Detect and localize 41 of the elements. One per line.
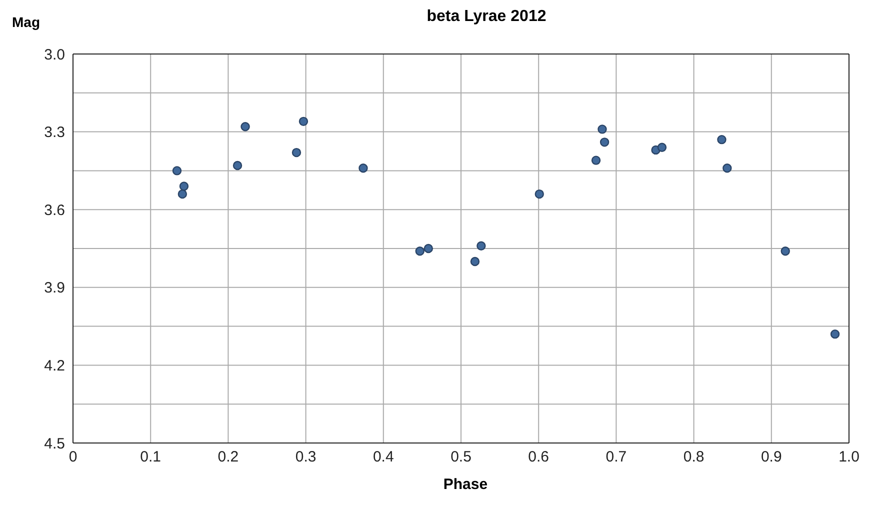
- y-axis-title: Mag: [12, 14, 40, 30]
- point: [591, 156, 601, 165]
- x-tick-label: 0.7: [606, 448, 627, 466]
- x-tick-label: 0.8: [683, 448, 704, 466]
- point: [172, 166, 182, 176]
- point: [415, 246, 424, 256]
- point: [424, 244, 434, 254]
- point: [470, 256, 480, 266]
- point: [600, 138, 610, 147]
- point: [358, 164, 368, 173]
- y-tick-label: 3.9: [44, 280, 65, 297]
- y-tick-label: 4.2: [44, 358, 65, 375]
- y-tick-label: 4.5: [44, 435, 65, 452]
- point: [179, 182, 189, 191]
- chart-title: beta Lyrae 2012: [426, 8, 546, 25]
- x-tick-label: 0.4: [372, 448, 394, 466]
- y-tick-label: 3.6: [44, 202, 65, 219]
- point: [240, 122, 250, 132]
- point: [722, 164, 732, 173]
- x-tick-label: 0.3: [295, 448, 316, 466]
- point: [598, 124, 607, 134]
- x-tick-label: 0.1: [140, 448, 162, 466]
- x-tick-label: 1.0: [838, 448, 860, 466]
- point: [178, 189, 188, 199]
- point: [476, 241, 486, 251]
- x-tick-label: 0.9: [760, 448, 782, 466]
- y-tick-label: 3.0: [44, 46, 65, 64]
- point: [534, 189, 544, 199]
- point: [232, 160, 242, 170]
- point: [657, 142, 667, 152]
- y-tick-label: 3.3: [44, 124, 65, 142]
- point: [830, 329, 840, 339]
- x-tick-label: 0.6: [528, 448, 550, 466]
- point: [292, 148, 302, 158]
- point: [298, 116, 308, 126]
- x-axis-title: Phase: [442, 476, 489, 493]
- x-tick-label: 0: [68, 448, 78, 466]
- point: [717, 134, 726, 144]
- x-tick-label: 0.5: [450, 448, 472, 466]
- x-tick-label: 0.2: [218, 448, 239, 466]
- point: [780, 246, 790, 256]
